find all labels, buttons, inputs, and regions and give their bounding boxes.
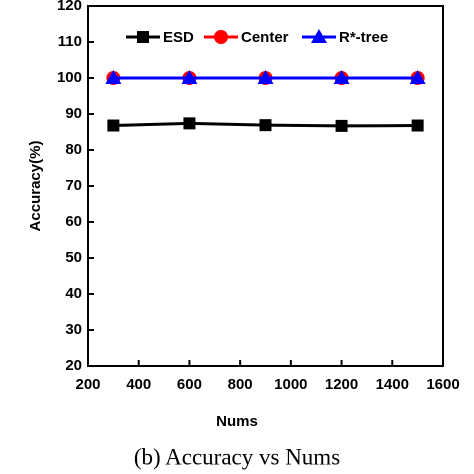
y-tick-label: 120 [57,0,82,14]
marker [105,70,122,84]
y-tick-label: 40 [65,285,82,302]
marker [183,117,196,130]
x-tick-label: 1200 [325,376,358,393]
plot-frame [87,5,444,367]
marker [181,70,198,84]
y-tick-label: 90 [65,105,82,122]
marker [335,119,348,132]
x-tick-label: 1600 [426,376,459,393]
legend-marker [137,31,149,43]
y-tick-label: 20 [65,357,82,374]
x-tick-label: 400 [126,376,151,393]
x-tick-label: 800 [228,376,253,393]
legend-label: Center [241,29,289,46]
y-tick-label: 100 [57,69,82,86]
marker [411,119,424,132]
legend-label: R*-tree [339,29,388,46]
legend-marker [214,30,228,44]
x-tick-label: 200 [75,376,100,393]
y-tick-label: 30 [65,321,82,338]
legend-marker [311,29,327,43]
caption: (b) Accuracy vs Nums [134,444,340,469]
x-axis-label: Nums [216,413,258,430]
y-tick-label: 70 [65,177,82,194]
y-tick-label: 110 [58,33,82,50]
y-axis-label: Accuracy(%) [27,141,44,232]
x-tick-label: 600 [177,376,202,393]
x-tick-label: 1400 [376,376,409,393]
y-tick-label: 60 [65,213,82,230]
y-tick-label: 50 [65,249,82,266]
marker [409,70,426,84]
y-tick-label: 80 [65,141,82,158]
marker [259,119,272,132]
x-tick-label: 1000 [274,376,307,393]
legend-label: ESD [163,29,194,46]
marker [107,119,120,132]
marker [257,70,274,84]
marker [333,70,350,84]
